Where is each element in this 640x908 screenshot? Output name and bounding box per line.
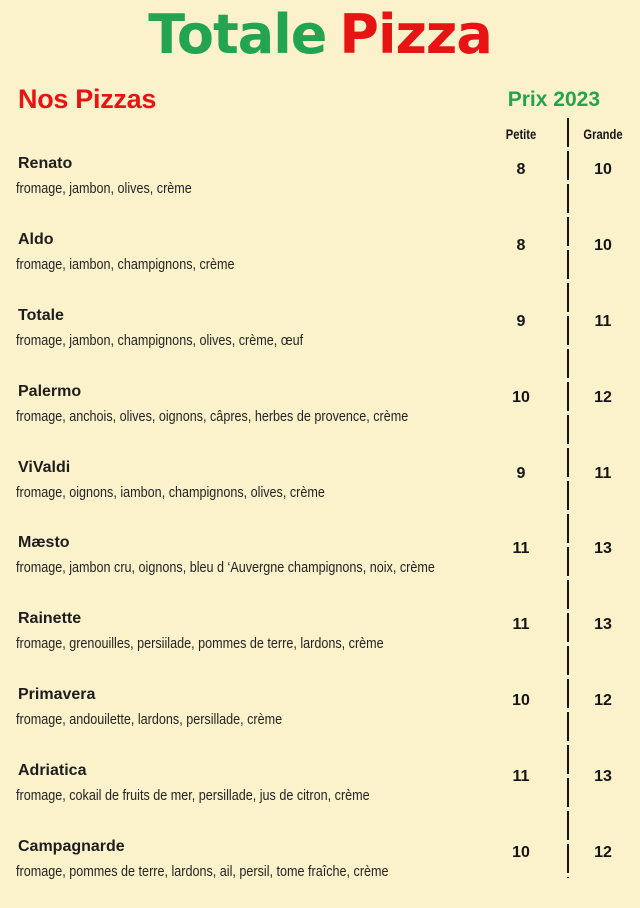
grande-price: 11: [594, 464, 612, 482]
pizza-name: Totale: [18, 306, 64, 324]
menu-item-row: Mæsto fromage, jambon cru, oignons, bleu…: [0, 528, 640, 604]
pizza-name: Palermo: [18, 382, 82, 400]
menu-item-row: Campagnarde fromage, pommes de terre, la…: [0, 832, 640, 908]
title-word-totale: Totale: [148, 3, 327, 66]
grande-price: 11: [594, 312, 612, 330]
column-divider-line: [567, 118, 569, 878]
petite-price: 10: [512, 388, 530, 406]
pizza-description: fromage, jambon, champignons, olives, cr…: [16, 331, 304, 349]
column-header-petite: Petite: [505, 126, 537, 142]
petite-price: 11: [512, 616, 530, 634]
grande-price: 12: [594, 844, 612, 862]
pizza-description: fromage, cokail de fruits de mer, persil…: [16, 787, 370, 805]
pizza-description: fromage, pommes de terre, lardons, ail, …: [16, 863, 389, 881]
menu-item-row: Aldo fromage, iambon, champignons, crème…: [0, 225, 640, 301]
pizza-description: fromage, oignons, iambon, champignons, o…: [16, 483, 325, 501]
pizza-name: Rainette: [18, 610, 82, 628]
pizza-name: Adriatica: [18, 762, 87, 780]
grande-price: 13: [594, 540, 612, 558]
menu-item-row: Adriatica fromage, cokail de fruits de m…: [0, 756, 640, 832]
pizza-description: fromage, jambon cru, oignons, bleu d ‘Au…: [16, 559, 435, 577]
pizza-name: Aldo: [18, 230, 54, 248]
pizza-description: fromage, andouilette, lardons, persillad…: [16, 711, 283, 729]
menu-item-row: Renato fromage, jambon, olives, crème 8 …: [0, 149, 640, 225]
price-year-label: Prix 2023: [507, 88, 600, 111]
pizza-description: fromage, grenouilles, persiilade, pommes…: [16, 635, 384, 653]
grande-price: 13: [594, 768, 612, 786]
pizza-description: fromage, jambon, olives, crème: [16, 180, 192, 197]
pizza-description: fromage, anchois, olives, oignons, câpre…: [16, 407, 409, 425]
petite-price: 11: [512, 540, 530, 558]
grande-price: 13: [594, 616, 612, 634]
page-title: Totale Pizza: [0, 2, 640, 68]
section-title: Nos Pizzas: [18, 84, 157, 114]
petite-price: 8: [516, 236, 526, 254]
menu-items-list: Renato fromage, jambon, olives, crème 8 …: [0, 149, 640, 908]
column-header-grande: Grande: [583, 126, 623, 142]
pizza-name: Mæsto: [18, 534, 70, 552]
menu-item-row: ViValdi fromage, oignons, iambon, champi…: [0, 453, 640, 529]
grande-price: 12: [594, 388, 612, 406]
petite-price: 8: [516, 161, 526, 178]
petite-price: 9: [516, 464, 526, 482]
grande-price: 10: [594, 161, 612, 178]
grande-price: 10: [594, 236, 612, 254]
grande-price: 12: [594, 692, 612, 710]
pizza-name: Campagnarde: [18, 838, 125, 856]
petite-price: 9: [516, 312, 526, 330]
petite-price: 10: [512, 844, 530, 862]
menu-item-row: Totale fromage, jambon, champignons, oli…: [0, 301, 640, 377]
pizza-name: ViValdi: [18, 458, 71, 476]
menu-item-row: Primavera fromage, andouilette, lardons,…: [0, 680, 640, 756]
pizza-name: Primavera: [18, 686, 96, 704]
pizza-name: Renato: [18, 155, 73, 172]
title-word-pizza: Pizza: [339, 3, 492, 66]
petite-price: 11: [512, 768, 530, 786]
menu-item-row: Palermo fromage, anchois, olives, oignon…: [0, 377, 640, 453]
pizza-description: fromage, iambon, champignons, crème: [16, 255, 235, 273]
menu-item-row: Rainette fromage, grenouilles, persiilad…: [0, 604, 640, 680]
petite-price: 10: [512, 692, 530, 710]
